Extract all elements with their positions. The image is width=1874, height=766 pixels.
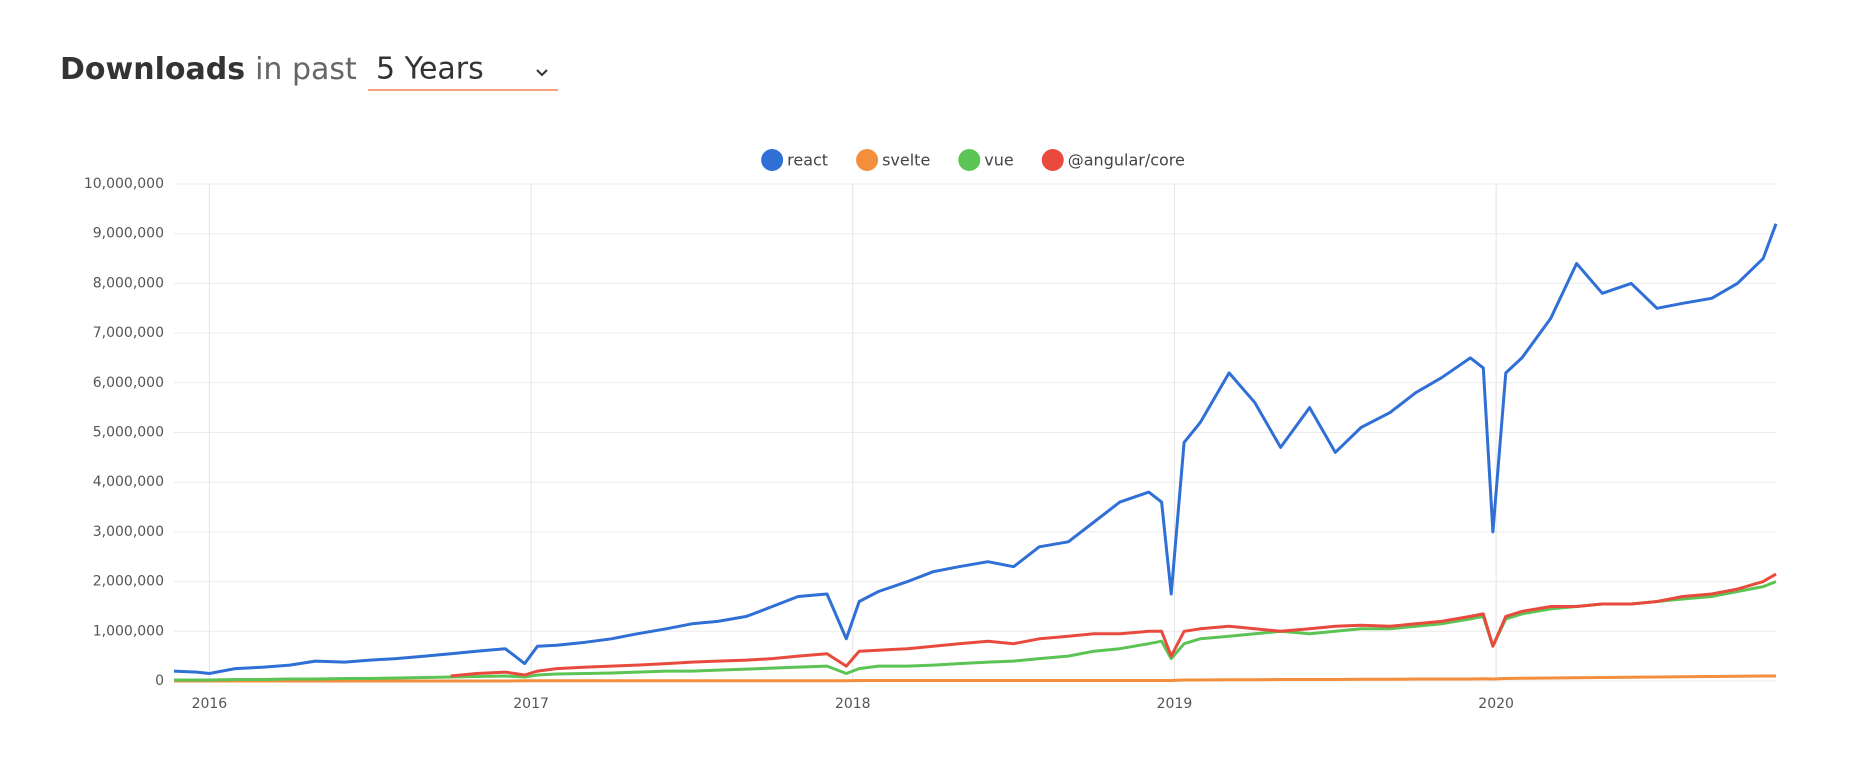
legend-label: vue	[984, 151, 1013, 170]
x-tick-label: 2018	[835, 696, 871, 712]
legend-label: @angular/core	[1068, 151, 1185, 170]
y-tick-label: 10,000,000	[84, 176, 164, 192]
x-tick-label: 2016	[192, 696, 228, 712]
legend-item: vue	[958, 149, 1014, 171]
y-tick-label: 9,000,000	[93, 226, 164, 242]
y-tick-label: 2,000,000	[93, 574, 164, 590]
y-tick-label: 5,000,000	[93, 425, 164, 441]
y-tick-label: 4,000,000	[93, 474, 164, 490]
y-tick-label: 6,000,000	[93, 375, 164, 391]
x-tick-label: 2019	[1157, 696, 1193, 712]
legend-swatch	[856, 149, 879, 171]
header-title: Downloads	[60, 52, 245, 87]
series-line	[450, 572, 1777, 678]
header-subtitle: in past	[255, 52, 357, 87]
legend: react svelte vue @angular/core	[761, 149, 1185, 171]
legend-swatch	[1041, 149, 1064, 171]
series-line	[173, 223, 1778, 675]
y-tick-label: 7,000,000	[93, 325, 164, 341]
series-line	[174, 674, 1776, 683]
y-tick-label: 8,000,000	[93, 275, 164, 291]
y-tick-label: 0	[155, 673, 164, 689]
x-tick-label: 2017	[513, 696, 549, 712]
header: Downloads in past	[60, 52, 357, 87]
legend-swatch	[761, 149, 784, 171]
y-tick-label: 1,000,000	[93, 623, 164, 639]
legend-item: @angular/core	[1041, 149, 1185, 171]
legend-swatch	[958, 149, 981, 171]
legend-item: react	[761, 149, 828, 171]
legend-label: react	[787, 151, 828, 170]
legend-item: svelte	[856, 149, 930, 171]
range-dropdown[interactable]: 5 Years	[368, 52, 558, 91]
range-value[interactable]: 5 Years	[376, 52, 484, 87]
y-tick-label: 3,000,000	[93, 524, 164, 540]
legend-label: svelte	[882, 151, 930, 170]
grid: 0 1,000,000 2,000,000 3,000,000 4,000,000 5,0…	[84, 176, 1776, 712]
x-tick-label: 2020	[1478, 696, 1514, 712]
chevron[interactable]	[536, 69, 548, 77]
lines	[173, 223, 1778, 683]
